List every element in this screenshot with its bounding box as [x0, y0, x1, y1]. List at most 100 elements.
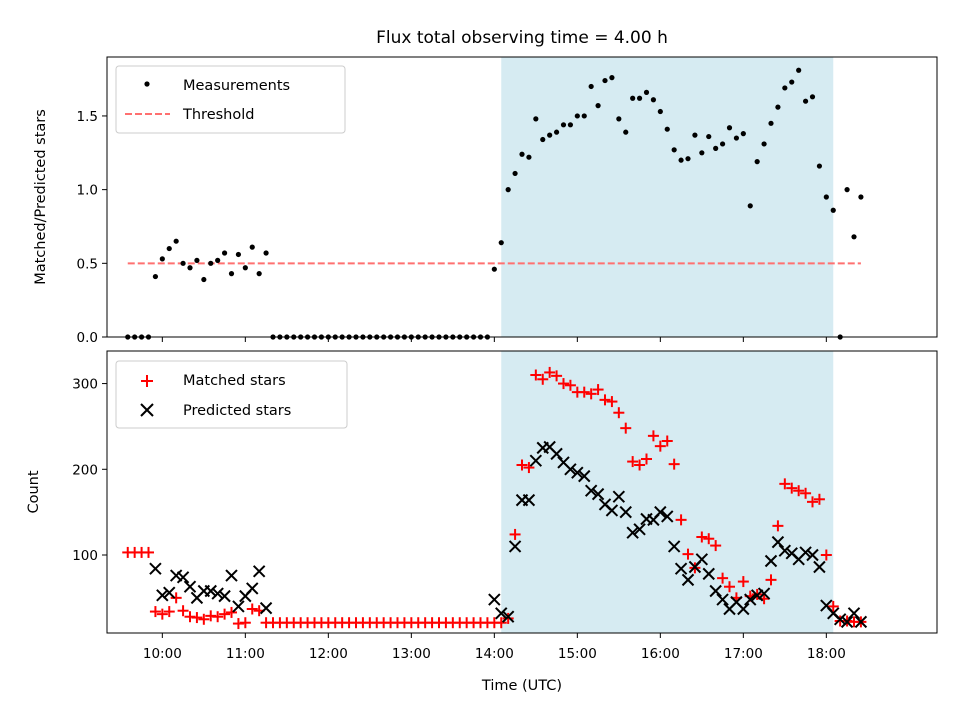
top-legend: Measurements Threshold	[115, 65, 346, 134]
measurement-point	[636, 95, 643, 101]
y-tick-label: 1.0	[77, 183, 98, 199]
matched-stars-point	[703, 533, 715, 545]
predicted-stars-point	[681, 573, 695, 587]
measurement-point	[699, 150, 705, 156]
measurement-point	[595, 103, 601, 109]
cross-stroke	[508, 540, 522, 553]
x-tick-label: 12:00	[309, 646, 348, 662]
predicted-stars-point	[813, 560, 826, 574]
measurement-point	[851, 234, 857, 240]
measurement-point	[733, 135, 740, 141]
matched-stars-point	[807, 496, 818, 508]
predicted-stars-point	[764, 554, 778, 568]
matched-stars-point	[786, 482, 798, 494]
matched-stars-point	[170, 592, 182, 604]
predicted-stars-point	[612, 490, 626, 503]
matched-stars-point	[551, 370, 563, 382]
predicted-stars-point	[156, 589, 169, 602]
matched-stars-point	[156, 608, 168, 620]
legend-measurements-marker	[144, 81, 150, 87]
matched-stars-point	[523, 462, 535, 474]
matched-stars-point	[717, 572, 729, 584]
cross-stroke	[813, 560, 826, 574]
cross-stroke	[252, 565, 266, 578]
predicted-stars-point	[661, 510, 674, 523]
matched-stars-point	[530, 369, 542, 381]
matched-stars-point	[585, 388, 597, 400]
observing-window-shade	[501, 351, 834, 633]
top-y-ticks: 0.0 0.5 1.0 1.5	[77, 109, 107, 346]
cross-stroke	[757, 587, 771, 600]
measurement-point	[526, 154, 532, 160]
matched-stars-point	[813, 493, 825, 505]
measurement-point	[782, 85, 788, 91]
predicted-stars-point	[840, 615, 854, 629]
cross-stroke	[827, 607, 840, 620]
measurement-point	[775, 104, 781, 110]
bottom-legend: Matched stars Predicted stars	[115, 360, 348, 429]
predicted-stars-point	[571, 466, 584, 479]
predicted-stars-point	[854, 615, 868, 629]
cross-stroke	[488, 593, 501, 606]
matched-stars-point	[820, 549, 832, 561]
measurement-point	[623, 129, 629, 135]
measurement-point	[505, 187, 511, 193]
cross-stroke	[584, 484, 598, 497]
cross-stroke	[218, 589, 231, 603]
measurement-point	[208, 260, 214, 266]
legend-measurements-label: Measurements	[183, 78, 290, 94]
predicted-stars-point	[757, 587, 771, 600]
cross-stroke	[619, 505, 632, 519]
matched-stars-point	[191, 612, 203, 624]
measurement-point	[194, 257, 200, 263]
cross-stroke	[605, 504, 619, 517]
measurement-point	[567, 122, 574, 128]
measurement-point	[685, 156, 691, 162]
cross-stroke	[163, 586, 176, 599]
matched-stars-point	[198, 613, 210, 625]
predicted-stars-point	[225, 569, 238, 582]
cross-stroke	[529, 454, 543, 467]
top-axes-frame	[106, 56, 938, 338]
measurement-point	[802, 98, 809, 104]
matched-stars-point	[827, 600, 839, 612]
cross-stroke	[232, 600, 245, 613]
measurement-point	[533, 116, 539, 122]
predicted-stars-point	[584, 484, 598, 497]
flux-ratio-marks	[125, 67, 864, 340]
cross-stroke	[149, 562, 162, 575]
predicted-stars-point	[667, 540, 681, 553]
x-tick-label: 18:00	[807, 646, 846, 662]
observing-window-shade	[501, 57, 834, 337]
measurement-point	[553, 129, 560, 135]
cross-stroke	[612, 490, 626, 503]
predicted-stars-point	[702, 567, 715, 581]
x-tick-label: 15:00	[558, 646, 597, 662]
predicted-stars-point	[564, 463, 577, 476]
measurement-point	[540, 136, 546, 143]
y-tick-label: 0.0	[77, 330, 98, 346]
flux-ratio-panel: 0.0 0.5 1.0 1.5 Flux total observing time =…	[33, 28, 938, 346]
cross-stroke	[211, 587, 224, 600]
cross-stroke	[806, 548, 819, 562]
measurement-point	[609, 75, 615, 81]
matched-stars-point	[654, 440, 666, 452]
matched-stars-point	[177, 605, 189, 617]
cross-stroke	[522, 493, 536, 507]
measurement-point	[747, 203, 753, 209]
cross-stroke	[820, 599, 833, 612]
predicted-stars-point	[806, 548, 819, 562]
predicted-stars-point	[605, 504, 619, 517]
cross-stroke	[737, 602, 750, 616]
cross-stroke	[695, 553, 709, 566]
predicted-stars-point	[619, 505, 632, 519]
measurement-point	[643, 89, 650, 95]
cross-stroke	[557, 456, 570, 469]
measurement-point	[574, 113, 580, 119]
cross-stroke	[847, 607, 861, 620]
predicted-stars-point	[847, 607, 861, 620]
top-y-axis-label: Matched/Predicted stars	[33, 109, 49, 285]
legend-predicted-label: Predicted stars	[183, 403, 291, 419]
matched-stars-point	[772, 520, 784, 532]
cross-stroke	[654, 505, 667, 519]
